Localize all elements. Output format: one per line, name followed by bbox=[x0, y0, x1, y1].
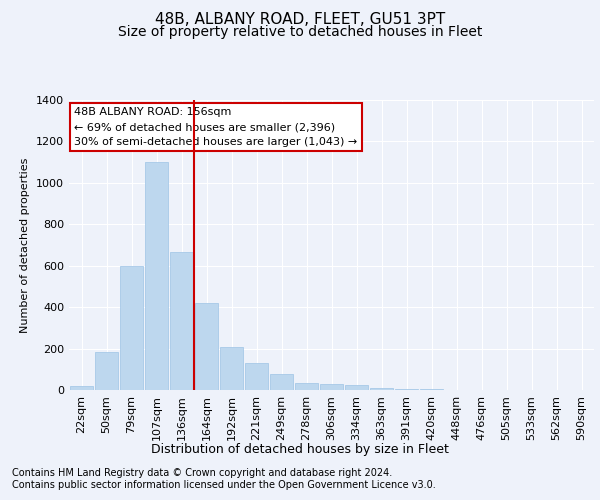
Bar bbox=[320, 384, 343, 390]
Text: Size of property relative to detached houses in Fleet: Size of property relative to detached ho… bbox=[118, 25, 482, 39]
Text: 48B, ALBANY ROAD, FLEET, GU51 3PT: 48B, ALBANY ROAD, FLEET, GU51 3PT bbox=[155, 12, 445, 28]
Text: 48B ALBANY ROAD: 156sqm
← 69% of detached houses are smaller (2,396)
30% of semi: 48B ALBANY ROAD: 156sqm ← 69% of detache… bbox=[74, 108, 358, 147]
Bar bbox=[370, 388, 393, 390]
Text: Contains public sector information licensed under the Open Government Licence v3: Contains public sector information licen… bbox=[12, 480, 436, 490]
Bar bbox=[195, 303, 218, 390]
Bar bbox=[220, 346, 243, 390]
Bar bbox=[395, 389, 418, 390]
Bar bbox=[120, 266, 143, 390]
Bar bbox=[145, 162, 168, 390]
Y-axis label: Number of detached properties: Number of detached properties bbox=[20, 158, 31, 332]
Bar bbox=[70, 386, 93, 390]
Bar bbox=[170, 252, 193, 390]
Bar bbox=[95, 352, 118, 390]
Text: Distribution of detached houses by size in Fleet: Distribution of detached houses by size … bbox=[151, 442, 449, 456]
Bar bbox=[345, 385, 368, 390]
Bar bbox=[270, 374, 293, 390]
Bar bbox=[245, 363, 268, 390]
Text: Contains HM Land Registry data © Crown copyright and database right 2024.: Contains HM Land Registry data © Crown c… bbox=[12, 468, 392, 477]
Bar bbox=[295, 383, 318, 390]
